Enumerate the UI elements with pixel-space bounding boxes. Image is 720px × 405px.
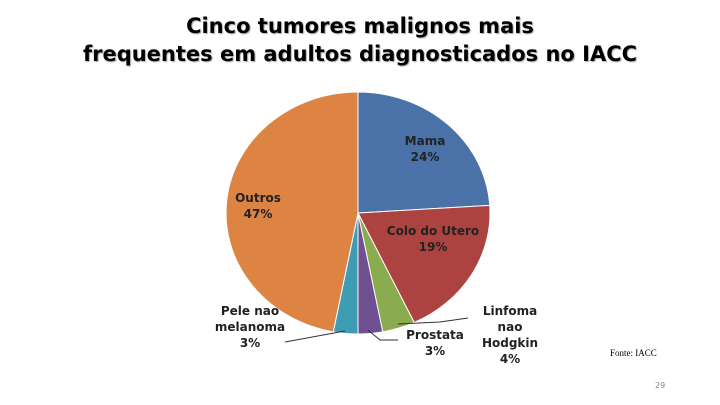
category-label: Prostata (406, 328, 464, 342)
data-label: Outros 47% (198, 190, 318, 222)
category-label: Mama (404, 134, 446, 148)
leader-line (367, 329, 398, 341)
value-label: 47% (243, 207, 273, 221)
value-label: 19% (418, 240, 448, 254)
data-label: Mama 24% (365, 133, 485, 165)
data-label: Pele nao melanoma 3% (210, 303, 290, 351)
pie-slice (357, 204, 491, 324)
category-label: Outros (235, 191, 281, 205)
source: Fonte: IACC (610, 348, 657, 358)
value-label: 3% (239, 336, 261, 350)
value-label: 4% (499, 352, 521, 366)
pie-slice (225, 91, 359, 333)
data-label: Linfoma nao Hodgkin 4% (470, 303, 550, 367)
category-label: Pele nao melanoma (214, 304, 286, 334)
category-label: Colo do Utero (386, 224, 480, 238)
data-label: Colo do Utero 19% (373, 223, 493, 255)
leader-line (284, 330, 346, 343)
data-label: Prostata 3% (375, 327, 495, 359)
title-line: Cinco tumores malignos mais (186, 14, 534, 38)
leader-line (397, 317, 469, 325)
pie-slice (357, 91, 491, 214)
title-line: frequentes em adultos diagnosticados no … (82, 42, 638, 66)
category-label: Linfoma nao Hodgkin (481, 304, 539, 350)
value-label: 3% (424, 344, 446, 358)
leader-lines (284, 317, 469, 343)
value-label: 24% (410, 150, 440, 164)
page-number: 29 (655, 381, 666, 390)
